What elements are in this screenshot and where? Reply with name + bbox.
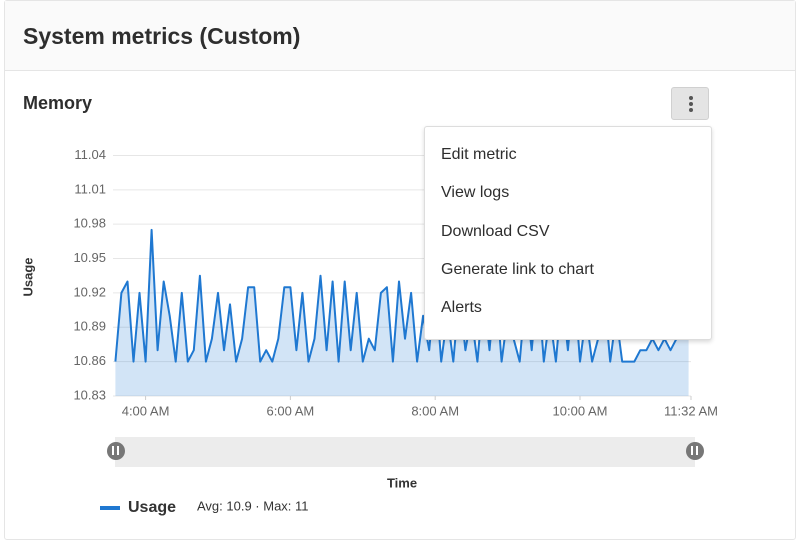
y-axis-label: Usage [20,257,35,296]
x-tick-label: 11:32 AM [664,403,718,418]
x-tick-label: 6:00 AM [267,403,315,418]
range-brush[interactable] [115,437,695,467]
y-tick-label: 11.01 [74,181,106,196]
dropdown-menu: Edit metric View logs Download CSV Generate… [424,126,712,340]
header: System metrics (Custom) [5,1,795,71]
y-tick-label: 10.98 [73,216,106,231]
y-tick-label: 10.83 [73,387,106,402]
legend-label[interactable]: Usage [128,499,176,516]
menu-item[interactable]: Edit metric [441,146,517,163]
usage-line [114,228,689,363]
menu-item[interactable]: View logs [441,184,510,202]
menu-item[interactable]: Download CSV [441,222,550,240]
x-tick-label: 10:00 AM [553,403,608,418]
panel-title: Memory [23,93,93,113]
x-tick-label: 4:00 AM [122,403,170,418]
y-tick-label: 10.95 [73,250,106,265]
x-tick-label: 8:00 AM [411,403,459,418]
brush-handle[interactable] [107,442,125,460]
y-tick-label: 10.89 [73,319,106,334]
card: System metrics (Custom) [4,0,796,540]
handle-grip [696,446,698,455]
brush-handle[interactable] [686,442,704,460]
more-actions-button[interactable] [671,87,709,120]
handle-grip [691,446,693,455]
y-tick-label: 11.04 [74,147,106,162]
legend-summary: Avg: 10.9 · Max: 11 [197,498,309,513]
menu-item[interactable]: Generate link to chart [441,260,594,278]
y-tick-label: 10.86 [73,353,106,368]
y-tick-label: 10.92 [73,284,106,299]
menu-item[interactable]: Alerts [441,299,482,317]
handle-grip [117,446,119,455]
handle-grip [112,446,114,455]
x-axis-label: Time [387,475,417,490]
header-title: System metrics (Custom) [23,23,301,49]
